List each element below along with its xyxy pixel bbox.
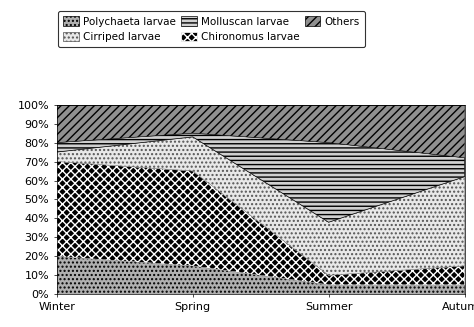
Legend: Polychaeta larvae, Cirriped larvae, Molluscan larvae, Chironomus larvae, Others: Polychaeta larvae, Cirriped larvae, Moll… bbox=[58, 11, 365, 47]
